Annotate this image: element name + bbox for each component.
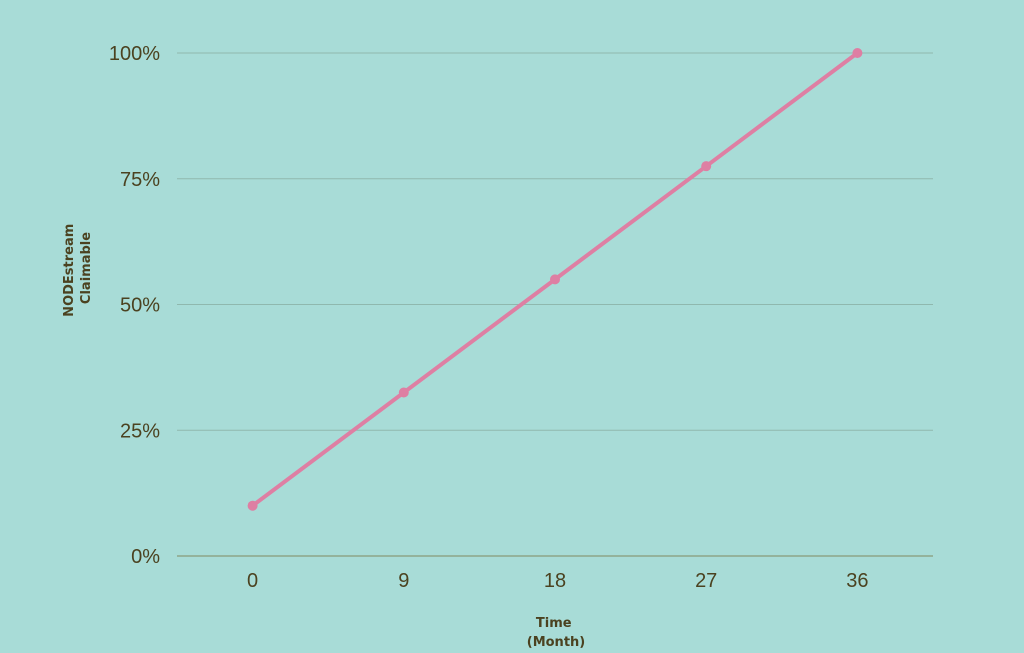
data-point (701, 161, 712, 172)
y-tick-label: 25% (120, 420, 160, 442)
data-point (550, 274, 560, 285)
y-axis-label: NODEstream Claimable (62, 219, 94, 317)
y-tick-label: 0% (131, 546, 160, 568)
data-point (852, 48, 863, 58)
x-tick-label: 18 (544, 570, 566, 592)
x-tick-label: 27 (695, 570, 717, 592)
data-point (398, 387, 409, 398)
y-tick-label: 100% (109, 43, 160, 65)
y-tick-label: 75% (120, 169, 160, 191)
data-point (247, 500, 258, 511)
x-axis-label-line2: (Month) (527, 635, 585, 650)
x-tick-label: 9 (398, 570, 409, 592)
x-axis-label: Time (Month) (527, 616, 585, 650)
y-axis-label-line2: Claimable (79, 232, 94, 304)
x-axis-label-line1: Time (536, 616, 572, 631)
x-tick-label: 0 (247, 570, 258, 592)
y-axis-label-line1: NODEstream (62, 224, 77, 317)
x-tick-label: 36 (846, 570, 868, 592)
y-tick-label: 50% (120, 295, 160, 317)
